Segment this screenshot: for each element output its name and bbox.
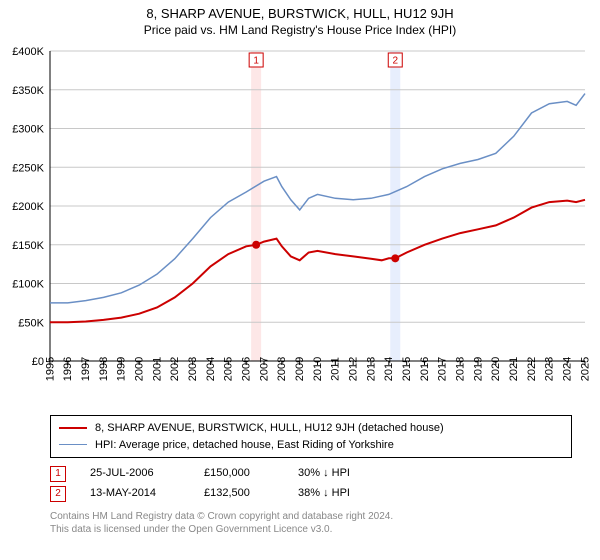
sales-marker: 2 xyxy=(50,486,66,502)
svg-text:2012: 2012 xyxy=(347,357,359,381)
sales-delta: 38% ↓ HPI xyxy=(298,484,388,504)
svg-text:2000: 2000 xyxy=(133,357,145,381)
page-subtitle: Price paid vs. HM Land Registry's House … xyxy=(0,23,600,37)
svg-text:1998: 1998 xyxy=(98,357,110,381)
svg-text:2005: 2005 xyxy=(223,357,235,381)
sales-date: 25-JUL-2006 xyxy=(90,464,180,484)
legend-item: HPI: Average price, detached house, East… xyxy=(59,437,563,454)
svg-text:£250K: £250K xyxy=(12,162,44,174)
svg-text:2002: 2002 xyxy=(169,357,181,381)
chart-svg: £0 £50K £100K £150K £200K £250K £300K £350K £400… xyxy=(0,41,600,411)
legend-label: HPI: Average price, detached house, East… xyxy=(95,437,394,454)
legend-label: 8, SHARP AVENUE, BURSTWICK, HULL, HU12 9… xyxy=(95,420,444,437)
svg-text:2023: 2023 xyxy=(544,357,556,381)
svg-text:2018: 2018 xyxy=(454,357,466,381)
svg-text:2007: 2007 xyxy=(258,357,270,381)
title-block: 8, SHARP AVENUE, BURSTWICK, HULL, HU12 9… xyxy=(0,0,600,41)
svg-text:£300K: £300K xyxy=(12,124,44,136)
svg-text:2008: 2008 xyxy=(276,357,288,381)
svg-text:£100K: £100K xyxy=(12,279,44,291)
svg-text:2: 2 xyxy=(392,56,398,67)
footer-line-2: This data is licensed under the Open Gov… xyxy=(50,523,572,536)
svg-text:2014: 2014 xyxy=(383,357,395,381)
svg-text:£350K: £350K xyxy=(12,85,44,97)
svg-text:2004: 2004 xyxy=(205,357,217,381)
svg-text:2024: 2024 xyxy=(561,357,573,381)
svg-text:2019: 2019 xyxy=(472,357,484,381)
svg-text:2025: 2025 xyxy=(579,357,591,381)
sales-table: 1 25-JUL-2006 £150,000 30% ↓ HPI 2 13-MAY-201… xyxy=(50,464,572,504)
chart: £0 £50K £100K £150K £200K £250K £300K £350K £400… xyxy=(0,41,600,411)
svg-text:2001: 2001 xyxy=(151,357,163,381)
sales-row: 2 13-MAY-2014 £132,500 38% ↓ HPI xyxy=(50,484,572,504)
page-title: 8, SHARP AVENUE, BURSTWICK, HULL, HU12 9… xyxy=(0,6,600,21)
svg-text:2015: 2015 xyxy=(401,357,413,381)
legend-swatch xyxy=(59,444,87,445)
svg-text:£150K: £150K xyxy=(12,240,44,252)
svg-text:£400K: £400K xyxy=(12,46,44,58)
svg-text:£0: £0 xyxy=(32,356,44,368)
svg-text:2003: 2003 xyxy=(187,357,199,381)
svg-text:£200K: £200K xyxy=(12,201,44,213)
footer: Contains HM Land Registry data © Crown c… xyxy=(50,510,572,536)
legend: 8, SHARP AVENUE, BURSTWICK, HULL, HU12 9… xyxy=(50,415,572,458)
svg-text:2010: 2010 xyxy=(312,357,324,381)
svg-text:1997: 1997 xyxy=(80,357,92,381)
svg-text:1999: 1999 xyxy=(116,357,128,381)
svg-text:2013: 2013 xyxy=(365,357,377,381)
svg-text:2017: 2017 xyxy=(437,357,449,381)
page: 8, SHARP AVENUE, BURSTWICK, HULL, HU12 9… xyxy=(0,0,600,536)
svg-text:2009: 2009 xyxy=(294,357,306,381)
svg-text:2021: 2021 xyxy=(508,357,520,381)
svg-text:2006: 2006 xyxy=(240,357,252,381)
sales-row: 1 25-JUL-2006 £150,000 30% ↓ HPI xyxy=(50,464,572,484)
svg-text:2022: 2022 xyxy=(526,357,538,381)
sales-delta: 30% ↓ HPI xyxy=(298,464,388,484)
legend-item: 8, SHARP AVENUE, BURSTWICK, HULL, HU12 9… xyxy=(59,420,563,437)
svg-text:2016: 2016 xyxy=(419,357,431,381)
svg-text:2020: 2020 xyxy=(490,357,502,381)
svg-text:1996: 1996 xyxy=(62,357,74,381)
legend-swatch xyxy=(59,427,87,429)
footer-line-1: Contains HM Land Registry data © Crown c… xyxy=(50,510,572,523)
svg-text:1: 1 xyxy=(253,56,259,67)
sales-price: £132,500 xyxy=(204,484,274,504)
svg-text:£50K: £50K xyxy=(18,317,44,329)
sales-date: 13-MAY-2014 xyxy=(90,484,180,504)
sales-price: £150,000 xyxy=(204,464,274,484)
sales-marker: 1 xyxy=(50,466,66,482)
